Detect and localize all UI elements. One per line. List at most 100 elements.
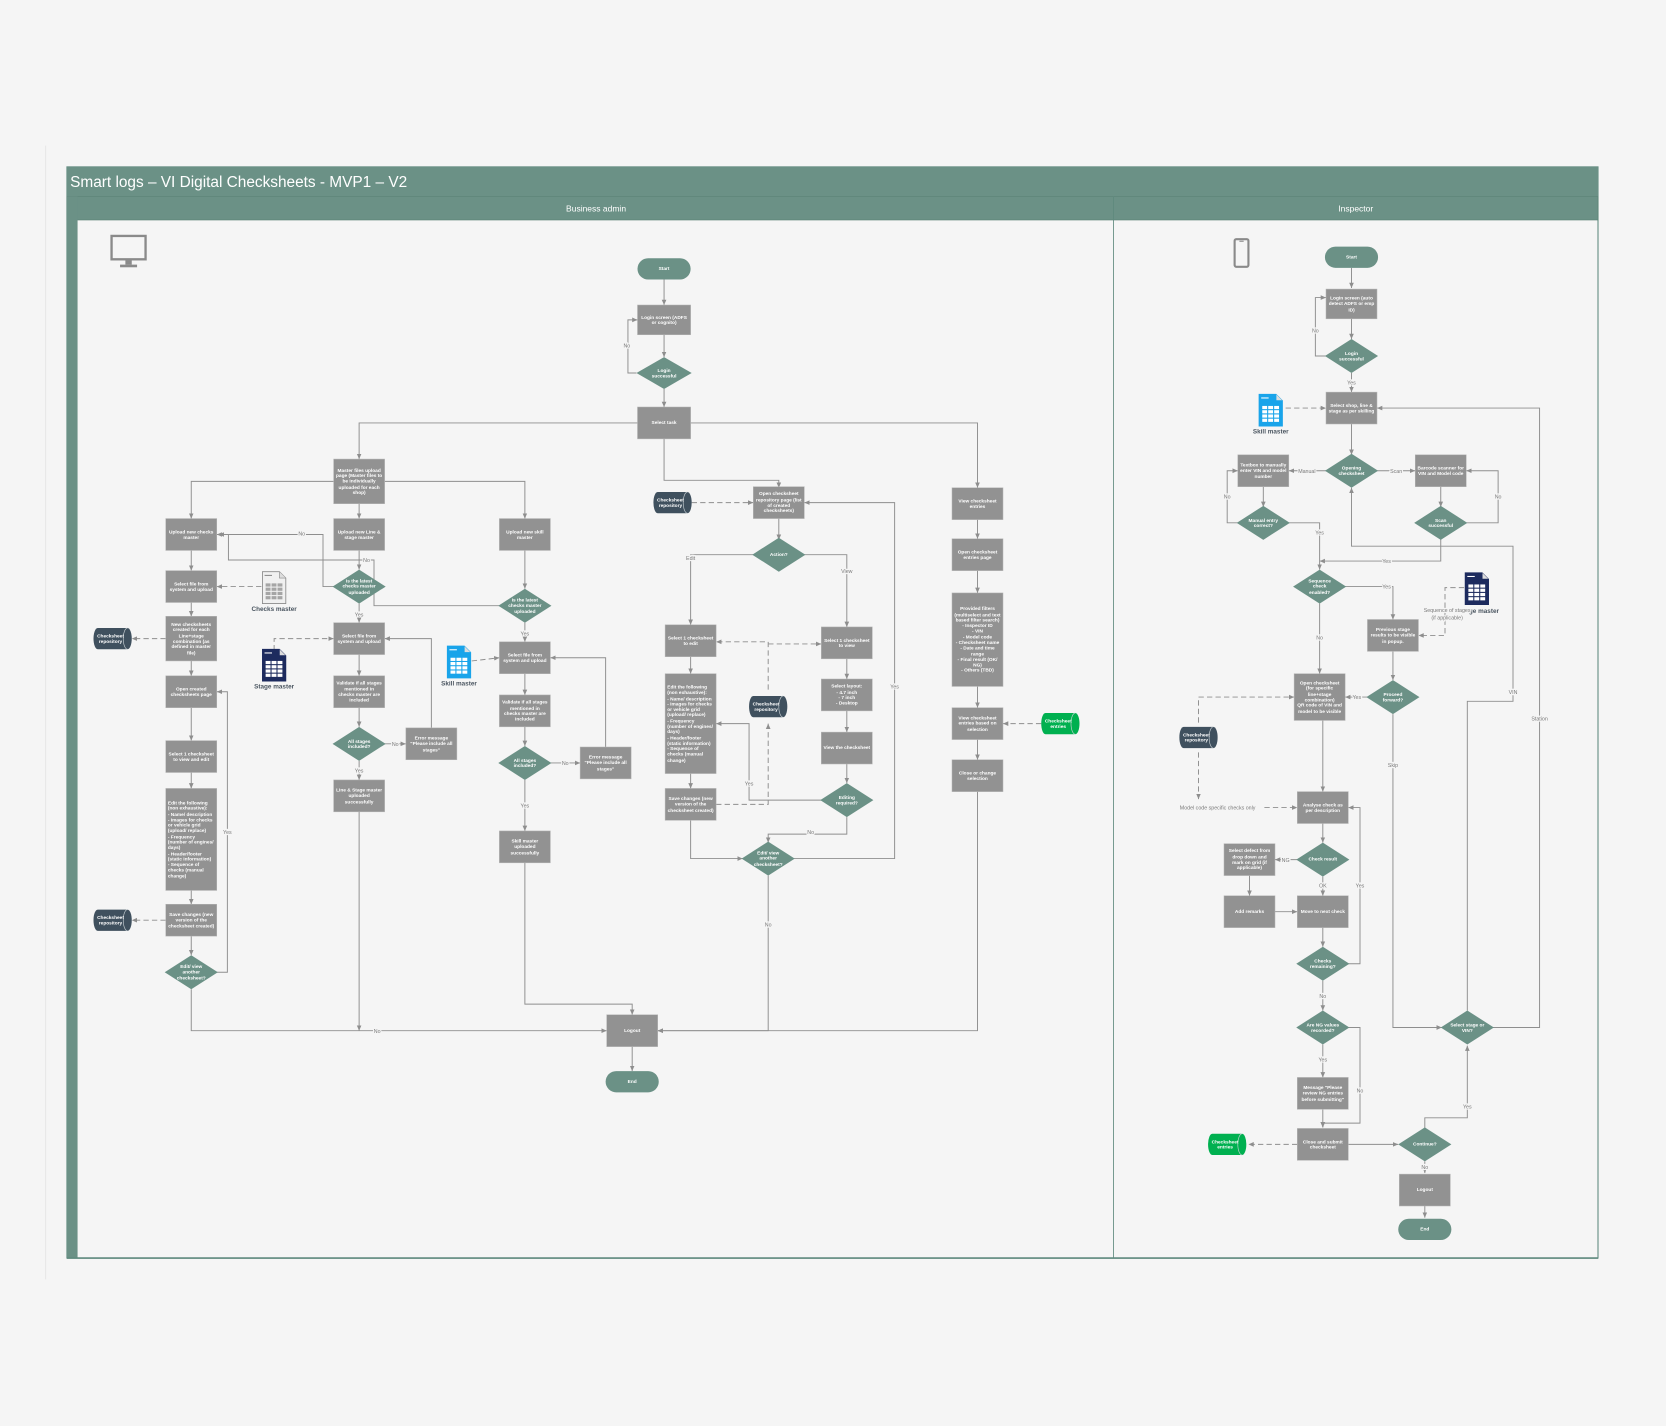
dashed-connector: [716, 723, 771, 805]
process-box: Error message "Please include all stages…: [579, 746, 632, 780]
connector-arrow: [1424, 1045, 1470, 1129]
node-text: Select layout: - 4.7 inch - 7 inch - Des…: [831, 683, 863, 706]
process-box: Select defect from drop down and mark on…: [1223, 843, 1276, 876]
connector-label: NG: [1282, 858, 1290, 864]
connector-label: No: [1312, 329, 1319, 335]
checksheet-repository-database: Checksheet repository: [653, 491, 692, 514]
process-box: Edit the following (non exhaustive): - N…: [165, 788, 218, 891]
process-box: Skill master uploaded successfully: [499, 830, 551, 864]
decision-diamond: Action?: [752, 537, 806, 572]
node-text: Save changes (new version of the checksh…: [168, 911, 215, 929]
connector-arrow: [218, 532, 500, 607]
process-box: Save changes (new version of the checksh…: [664, 788, 717, 821]
connector-arrow: [657, 791, 978, 1034]
connector-arrow: [1348, 805, 1361, 965]
connector-arrow: [793, 500, 896, 860]
connector-arrow: [688, 554, 754, 625]
process-box: Add remarks: [1223, 895, 1276, 928]
connector-label: Scan: [1390, 469, 1402, 475]
smartphone-icon: [1233, 238, 1250, 268]
decision-diamond: Editing required?: [820, 783, 874, 818]
connector-arrow: [1314, 295, 1326, 357]
node-text: Upload new skill master: [506, 528, 544, 540]
process-box: Error message "Please include all stages…: [405, 727, 458, 761]
connector-label: Station: [1531, 716, 1548, 722]
node-text: Checksheet repository: [97, 632, 124, 644]
node-text: Check result: [1308, 856, 1338, 863]
connector-arrow: [524, 862, 635, 1015]
connector-arrow: [627, 317, 638, 374]
connectors: [131, 267, 1541, 1218]
connector-arrow: [690, 820, 743, 861]
process-box: Edit the following (non exhaustive): - N…: [664, 673, 717, 774]
connector-arrow: [1349, 487, 1514, 1011]
node-text: Select 1 checksheet to view and edit: [168, 750, 214, 762]
node-text: Validate if all stages mentioned in chec…: [336, 680, 382, 703]
connector-label: OK: [1319, 883, 1327, 889]
connector-label: Yes: [890, 685, 899, 691]
node-text: Checksheet entries: [1044, 717, 1072, 729]
node-text: Is the latest checks master uploaded: [342, 578, 376, 595]
process-box: Select file from system and upload: [333, 622, 385, 655]
dashed-connector: [471, 656, 500, 662]
process-box: Move to next check: [1297, 895, 1349, 928]
connector-label: Yes: [1347, 381, 1356, 387]
spreadsheet-icon: [262, 648, 287, 682]
process-box: Logout: [1399, 1173, 1451, 1207]
node-text: Are NG values recorded?: [1306, 1021, 1340, 1033]
node-text: Is the latest checks master uploaded: [508, 597, 542, 614]
terminator: Start: [1324, 246, 1379, 268]
decision-diamond: Scan successful: [1414, 505, 1468, 540]
connector-label: No: [298, 532, 305, 538]
annotation-text: Model code specific checks only: [1180, 806, 1256, 812]
node-text: Analyse check as per description: [1302, 801, 1343, 813]
node-text: Checks remaining?: [1309, 958, 1336, 970]
dashed-connector: [1198, 694, 1295, 723]
node-text: Login successful: [1339, 350, 1364, 362]
node-text: Select shop, line & stage as per skillin…: [1328, 402, 1375, 414]
process-box: Select 1 checksheet to view and edit: [165, 740, 218, 773]
node-text: Skill master uploaded successfully: [510, 838, 540, 855]
node-text: Logout: [624, 1027, 641, 1034]
decision-diamond: Opening checksheet: [1324, 453, 1379, 488]
icon-label: Skill master: [441, 680, 477, 687]
connector-arrow: [190, 989, 607, 1034]
dashed-connector: [716, 639, 769, 690]
checksheet-entries-database: Checksheet entries: [1208, 1133, 1247, 1156]
dashed-connector: [273, 636, 334, 651]
decision-diamond: Select stage or VIN?: [1440, 1010, 1494, 1045]
node-text: Open checksheet entries page: [957, 549, 998, 560]
connector-arrow: [1377, 405, 1541, 1028]
decision-diamond: Continue?: [1398, 1127, 1452, 1162]
process-box: Select shop, line & stage as per skillin…: [1325, 391, 1378, 425]
node-text: View the checksheet: [823, 745, 871, 751]
connector-arrow: [663, 438, 782, 488]
connector-label: Yes: [745, 781, 754, 787]
node-text: Login screen (auto detect ADFS or emp ID…: [1328, 295, 1375, 313]
lane-inspector: Inspector: [1338, 204, 1373, 214]
checksheet-repository-database: Checksheet repository: [93, 909, 132, 932]
connector-arrow: [804, 554, 850, 627]
decision-diamond: Check result: [1296, 842, 1350, 877]
process-box: Login screen (ADFS or cognito): [637, 304, 691, 336]
node-text: Start: [658, 266, 670, 272]
annotation-text: (if applicable): [1431, 616, 1463, 622]
checksheet-repository-database: Checksheet repository: [749, 695, 788, 718]
connector-label: Skip: [1388, 763, 1398, 769]
process-box: Open checksheet repository page (list of…: [753, 486, 805, 519]
connector-label: No: [1319, 994, 1326, 1000]
node-text: New checksheets created for each Line+st…: [171, 621, 212, 656]
node-text: Select file from system and upload: [169, 580, 213, 592]
node-text: Start: [1346, 254, 1357, 260]
annotation-text: Sequence of stages: [1424, 608, 1471, 614]
decision-diamond: All stages included?: [332, 726, 386, 761]
process-box: Open checksheet (for specific line+stage…: [1293, 673, 1346, 721]
node-text: Edit/ view another checksheet?: [176, 963, 206, 981]
node-text: Close and submit checksheet: [1302, 1138, 1343, 1150]
decision-diamond: All stages included?: [498, 745, 552, 780]
connector-label: Manual: [1298, 469, 1315, 475]
node-text: Opening checksheet: [1338, 465, 1365, 477]
connector-arrow: [716, 721, 822, 801]
node-text: Select file from system and upload: [503, 652, 547, 664]
